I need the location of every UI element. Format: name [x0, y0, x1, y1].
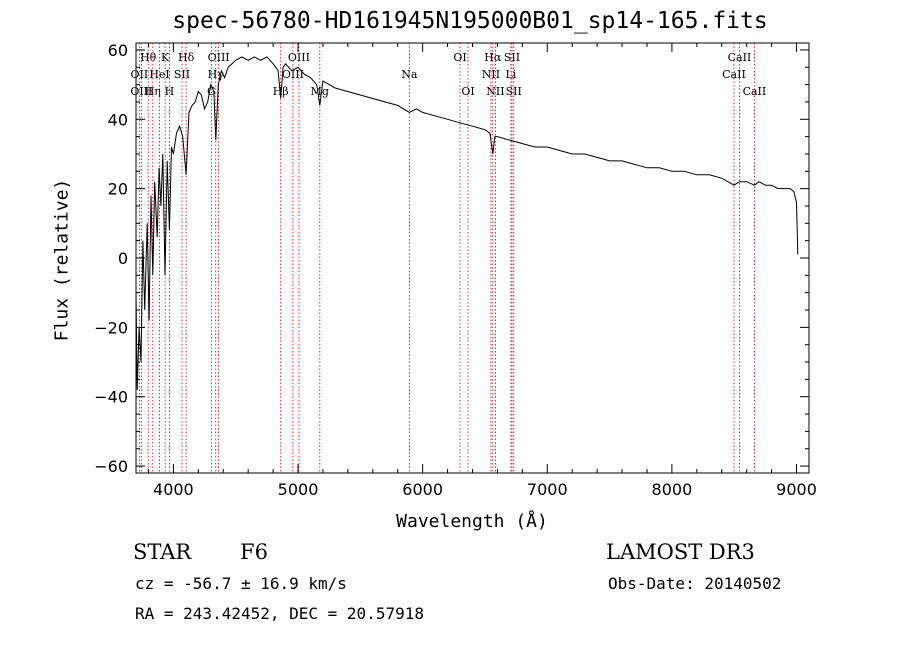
line-marker-label-27: CaII	[743, 85, 767, 98]
x-tick-label-5: 9000	[776, 480, 817, 499]
line-marker-label-10: Hγ	[208, 68, 225, 81]
line-marker-label-3: HeI	[149, 68, 169, 81]
line-marker-label-17: OI	[453, 51, 466, 64]
y-tick-label-5: 40	[108, 110, 128, 129]
line-marker-label-12: OIII	[288, 51, 310, 64]
x-tick-label-0: 4000	[153, 480, 194, 499]
x-tick-label-1: 5000	[278, 480, 319, 499]
line-marker-label-5: K	[161, 51, 170, 64]
y-tick-label-4: 20	[108, 180, 128, 199]
chart-title: spec-56780-HD161945N195000B01_sp14-165.f…	[172, 8, 768, 34]
y-tick-label-3: 0	[118, 249, 128, 268]
line-marker-label-8: Hδ	[178, 51, 195, 64]
y-axis-label: Flux (relative)	[51, 178, 73, 342]
obs-date-text: Obs-Date: 20140502	[608, 574, 782, 593]
line-marker-label-22: Li	[505, 68, 516, 81]
line-marker-label-21: NII	[482, 68, 500, 81]
line-marker-label-2: OIII	[130, 85, 152, 98]
x-tick-label-2: 6000	[402, 480, 443, 499]
line-marker-label-19: Hα	[484, 51, 502, 64]
line-marker-label-4: Hη	[145, 85, 161, 98]
line-marker-label-20: SII	[504, 51, 520, 64]
line-marker-label-0: Hθ	[140, 51, 157, 64]
line-marker-label-9: OIII	[208, 51, 230, 64]
x-axis-label: Wavelength (Å)	[396, 511, 548, 532]
line-marker-label-7: H	[165, 85, 175, 98]
line-marker-label-1: OII	[131, 68, 149, 81]
line-marker-label-6: SII	[174, 68, 190, 81]
line-marker-label-14: Hβ	[273, 85, 289, 98]
flux-series-line	[135, 56, 799, 390]
line-marker-label-24: SII	[506, 85, 522, 98]
x-tick-label-4: 8000	[652, 480, 693, 499]
line-marker-label-13: OIII	[282, 68, 304, 81]
y-tick-label-2: −20	[94, 318, 128, 337]
y-tick-label-0: −60	[94, 457, 128, 476]
x-tick-label-3: 7000	[527, 480, 568, 499]
object-class-label: STAR	[133, 540, 192, 564]
y-tick-label-1: −40	[94, 388, 128, 407]
y-tick-label-6: 60	[108, 41, 128, 60]
line-marker-label-15: Mg	[311, 85, 329, 98]
object-subclass-label: F6	[240, 540, 268, 564]
line-marker-label-25: CaII	[728, 51, 752, 64]
redshift-cz-text: cz = -56.7 ± 16.9 km/s	[135, 574, 347, 593]
line-marker-label-11: G	[207, 85, 216, 98]
plot-frame	[135, 42, 810, 474]
line-marker-label-18: OI	[461, 85, 474, 98]
coordinates-text: RA = 243.42452, DEC = 20.57918	[135, 604, 424, 623]
line-marker-label-16: Na	[401, 68, 418, 81]
survey-label: LAMOST DR3	[606, 540, 755, 564]
line-marker-label-26: CaII	[722, 68, 746, 81]
line-marker-label-23: NII	[486, 85, 504, 98]
